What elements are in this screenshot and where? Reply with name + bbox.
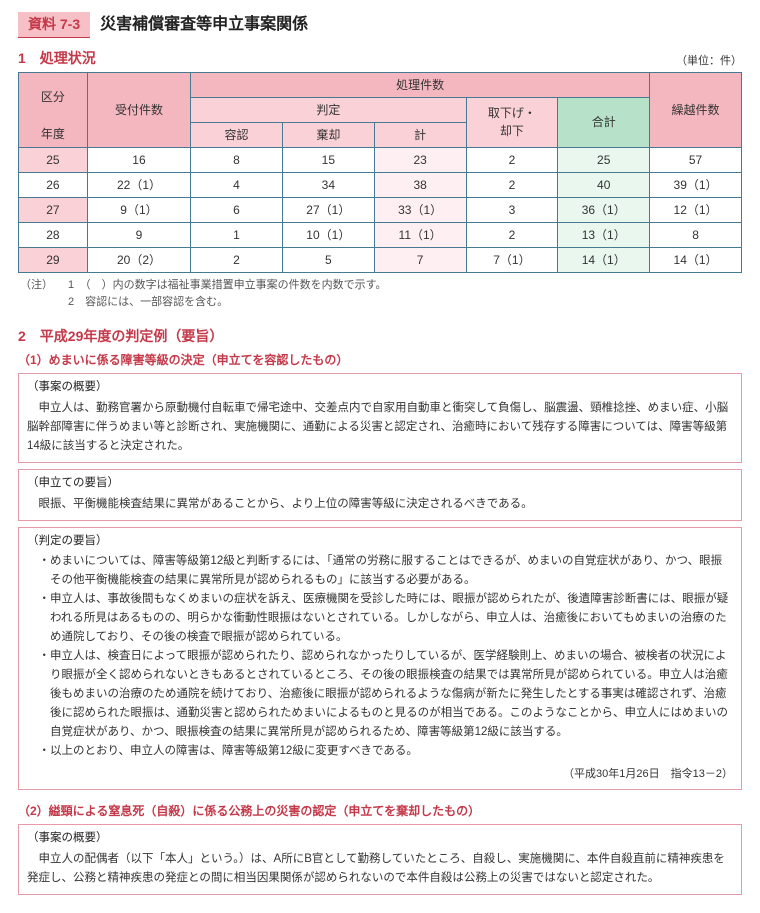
- cell-dismiss: 34: [282, 172, 374, 197]
- cell-accepted: 20（2）: [87, 247, 190, 272]
- case1-petition-text: 眼振、平衡機能検査結果に異常があることから、より上位の障害等級に決定されるべきで…: [27, 495, 733, 514]
- cell-approve: 2: [191, 247, 283, 272]
- note-prefix: （注）: [20, 277, 62, 295]
- table-row: 28 9 1 10（1） 11（1） 2 13（1） 8: [19, 222, 742, 247]
- ruling-item: 申立人は、事故後間もなくめまいの症状を訴え、医療機関を受診した時には、眼振が認め…: [27, 590, 733, 647]
- case1-ruling-box: （判定の要旨） めまいについては、障害等級第12級と判断するには、「通常の労務に…: [18, 527, 742, 791]
- cell-year: 27: [19, 197, 88, 222]
- case2-overview-box: （事案の概要） 申立人の配偶者（以下「本人」という。）は、A所にB官として勤務し…: [18, 824, 742, 895]
- table-notes: （注） 1 （ ）内の数字は福祉事業措置申立事案の件数を内数で示す。 2 容認に…: [20, 277, 742, 312]
- document-header: 資料 7-3 災害補償審査等申立事案関係: [18, 12, 742, 38]
- ruling-item: 申立人は、検査日によって眼振が認められたり、認められなかったりしているが、医学経…: [27, 647, 733, 742]
- cell-withdraw: 3: [466, 197, 558, 222]
- ruling-item: めまいについては、障害等級第12級と判断するには、「通常の労務に服することはでき…: [27, 552, 733, 590]
- note-1: 1 （ ）内の数字は福祉事業措置申立事案の件数を内数で示す。: [68, 277, 387, 295]
- cell-withdraw: 2: [466, 222, 558, 247]
- cell-approve: 6: [191, 197, 283, 222]
- cell-carry: 12（1）: [650, 197, 742, 222]
- section-1: 1 処理状況 （単位：件） 区分 受付件数 処理件数 繰越件数 判定 取下げ・ …: [18, 48, 742, 312]
- col-processed: 処理件数: [191, 72, 650, 97]
- unit-label: （単位：件）: [18, 53, 742, 70]
- cell-total: 40: [558, 172, 650, 197]
- cell-year: 29: [19, 247, 88, 272]
- cell-accepted: 16: [87, 147, 190, 172]
- case2-title: （2）縊頸による窒息死（自殺）に係る公務上の災害の認定（申立てを棄却したもの）: [18, 802, 742, 820]
- table-row: 29 20（2） 2 5 7 7（1） 14（1） 14（1）: [19, 247, 742, 272]
- col-approve: 容認: [191, 122, 283, 147]
- cell-accepted: 9: [87, 222, 190, 247]
- ruling-footer: （平成30年1月26日 指令13－2）: [27, 765, 733, 783]
- status-table: 区分 受付件数 処理件数 繰越件数 判定 取下げ・ 却下 合計 年度 容認 棄却…: [18, 72, 742, 273]
- document-title: 災害補償審査等申立事案関係: [100, 13, 308, 37]
- overview-label: （事案の概要）: [27, 829, 733, 848]
- cell-dismiss: 15: [282, 147, 374, 172]
- case1-overview-box: （事案の概要） 申立人は、勤務官署から原動機付自転車で帰宅途中、交差点内で自家用…: [18, 373, 742, 463]
- cell-dismiss: 27（1）: [282, 197, 374, 222]
- col-total: 合計: [558, 97, 650, 147]
- petition-label: （申立ての要旨）: [27, 474, 733, 493]
- cell-withdraw: 2: [466, 172, 558, 197]
- cell-approve: 8: [191, 147, 283, 172]
- cell-dismiss: 10（1）: [282, 222, 374, 247]
- cell-subtotal: 38: [374, 172, 466, 197]
- cell-carry: 14（1）: [650, 247, 742, 272]
- cell-total: 14（1）: [558, 247, 650, 272]
- document-badge: 資料 7-3: [18, 12, 90, 38]
- col-subtotal: 計: [374, 122, 466, 147]
- cell-subtotal: 33（1）: [374, 197, 466, 222]
- cell-subtotal: 7: [374, 247, 466, 272]
- status-table-body: 25 16 8 15 23 2 25 57 26 22（1） 4 34 38 2…: [19, 147, 742, 272]
- section-2-heading: 2 平成29年度の判定例（要旨）: [18, 326, 742, 347]
- cell-total: 13（1）: [558, 222, 650, 247]
- ruling-item: 以上のとおり、申立人の障害は、障害等級第12級に変更すべきである。: [27, 742, 733, 761]
- case1-petition-box: （申立ての要旨） 眼振、平衡機能検査結果に異常があることから、より上位の障害等級…: [18, 469, 742, 521]
- col-accepted: 受付件数: [87, 72, 190, 147]
- cell-total: 25: [558, 147, 650, 172]
- col-decision: 判定: [191, 97, 466, 122]
- note-2: 2 容認には、一部容認を含む。: [68, 294, 228, 312]
- cell-subtotal: 23: [374, 147, 466, 172]
- ruling-list: めまいについては、障害等級第12級と判断するには、「通常の労務に服することはでき…: [27, 552, 733, 761]
- cell-subtotal: 11（1）: [374, 222, 466, 247]
- cell-dismiss: 5: [282, 247, 374, 272]
- cell-year: 25: [19, 147, 88, 172]
- cell-approve: 4: [191, 172, 283, 197]
- overview-label: （事案の概要）: [27, 378, 733, 397]
- case2-overview-text: 申立人の配偶者（以下「本人」という。）は、A所にB官として勤務していたところ、自…: [27, 850, 733, 888]
- cell-carry: 8: [650, 222, 742, 247]
- cell-carry: 57: [650, 147, 742, 172]
- section-2: 2 平成29年度の判定例（要旨） （1）めまいに係る障害等級の決定（申立てを容認…: [18, 326, 742, 895]
- cell-carry: 39（1）: [650, 172, 742, 197]
- cell-withdraw: 7（1）: [466, 247, 558, 272]
- cell-approve: 1: [191, 222, 283, 247]
- table-row: 27 9（1） 6 27（1） 33（1） 3 36（1） 12（1）: [19, 197, 742, 222]
- col-year: 年度: [19, 122, 88, 147]
- col-kubun: 区分: [19, 72, 88, 122]
- ruling-label: （判定の要旨）: [27, 532, 733, 551]
- cell-year: 26: [19, 172, 88, 197]
- col-withdraw: 取下げ・ 却下: [466, 97, 558, 147]
- cell-year: 28: [19, 222, 88, 247]
- cell-accepted: 22（1）: [87, 172, 190, 197]
- col-dismiss: 棄却: [282, 122, 374, 147]
- cell-withdraw: 2: [466, 147, 558, 172]
- case1-title: （1）めまいに係る障害等級の決定（申立てを容認したもの）: [18, 351, 742, 369]
- case1-overview-text: 申立人は、勤務官署から原動機付自転車で帰宅途中、交差点内で自家用自動車と衝突して…: [27, 399, 733, 456]
- cell-total: 36（1）: [558, 197, 650, 222]
- cell-accepted: 9（1）: [87, 197, 190, 222]
- table-row: 26 22（1） 4 34 38 2 40 39（1）: [19, 172, 742, 197]
- table-row: 25 16 8 15 23 2 25 57: [19, 147, 742, 172]
- col-carry: 繰越件数: [650, 72, 742, 147]
